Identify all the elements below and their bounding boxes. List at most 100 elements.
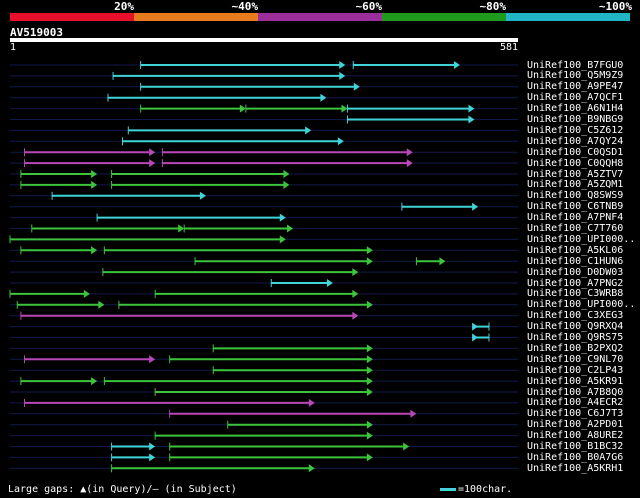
hit-end-arrow xyxy=(149,148,156,157)
hit-end-arrow xyxy=(468,104,475,113)
hit-label[interactable]: UniRef100_A7QY24 xyxy=(527,135,624,147)
hit-label[interactable]: UniRef100_C0QSD1 xyxy=(527,146,624,158)
hit-label[interactable]: UniRef100_B7FGU0 xyxy=(527,59,624,71)
hit-label[interactable]: UniRef100_C0QQH8 xyxy=(527,157,624,169)
query-end: 581 xyxy=(499,42,518,53)
hit-end-arrow xyxy=(279,235,286,244)
query-name: AV519003 xyxy=(10,26,63,39)
hit-label[interactable]: UniRef100_A5ZTV7 xyxy=(527,168,624,180)
legend-color-segment xyxy=(10,13,134,21)
hit-label[interactable]: UniRef100_A2PD01 xyxy=(527,419,624,431)
hit-end-arrow xyxy=(199,191,206,200)
hit-list: UniRef100_B7FGU0 UniRef100_Q5M9Z9 UniRef10… xyxy=(0,60,640,480)
hit-label[interactable]: UniRef100_UPI000.. xyxy=(527,299,636,311)
hit-end-arrow xyxy=(472,322,479,331)
hit-end-arrow xyxy=(352,268,359,277)
hit-label[interactable]: UniRef100_A5ZQM1 xyxy=(527,179,624,191)
hit-end-arrow xyxy=(366,388,373,396)
legend-color-segment xyxy=(506,13,630,21)
hit-label[interactable]: UniRef100_A7PNF4 xyxy=(527,212,624,224)
legend-label: ~40% xyxy=(231,0,259,13)
hit-label[interactable]: UniRef100_A7QCF1 xyxy=(527,92,624,104)
hit-end-arrow xyxy=(406,148,413,157)
hit-label[interactable]: UniRef100_Q9RS75 xyxy=(527,332,624,343)
query-bar xyxy=(10,38,518,42)
hit-end-arrow xyxy=(149,453,156,462)
hit-end-arrow xyxy=(91,377,98,386)
hit-end-arrow xyxy=(439,257,446,266)
hit-end-arrow xyxy=(83,289,90,298)
hit-end-arrow xyxy=(410,409,417,418)
hit-end-arrow xyxy=(339,71,346,80)
scale-key: =100char. xyxy=(440,484,512,495)
hit-end-arrow xyxy=(149,159,156,168)
hit-label[interactable]: UniRef100_C7T760 xyxy=(527,223,624,234)
hit-label[interactable]: UniRef100_C1HUN6 xyxy=(527,255,624,267)
hit-end-arrow xyxy=(468,115,475,124)
legend-label: ~80% xyxy=(479,0,507,13)
hit-label[interactable]: UniRef100_A8URE2 xyxy=(527,430,624,442)
hit-tracks xyxy=(9,61,518,473)
hit-label[interactable]: UniRef100_B2PXQ2 xyxy=(527,342,624,354)
query-start: 1 xyxy=(10,42,17,53)
hit-label[interactable]: UniRef100_A9PE47 xyxy=(527,81,624,93)
hit-end-arrow xyxy=(149,355,156,364)
hit-end-arrow xyxy=(337,137,344,146)
hit-label[interactable]: UniRef100_C6J7T3 xyxy=(527,408,624,420)
hit-label[interactable]: UniRef100_C2LP43 xyxy=(527,364,624,376)
hit-end-arrow xyxy=(283,170,290,178)
hit-end-arrow xyxy=(308,464,315,473)
hit-end-arrow xyxy=(366,431,373,440)
hit-end-arrow xyxy=(91,180,98,189)
hit-end-arrow xyxy=(472,333,479,342)
hit-label[interactable]: UniRef100_A5KRH1 xyxy=(527,462,624,474)
hit-end-arrow xyxy=(91,246,98,255)
hit-end-arrow xyxy=(98,300,105,309)
hit-end-arrow xyxy=(353,82,360,91)
hit-label[interactable]: UniRef100_A5KL06 xyxy=(527,244,624,256)
hit-end-arrow xyxy=(352,289,359,298)
hit-label[interactable]: UniRef100_Q8SWS9 xyxy=(527,190,624,202)
hit-end-arrow xyxy=(366,257,373,266)
hit-label[interactable]: UniRef100_B1BC32 xyxy=(527,441,624,452)
hit-end-arrow xyxy=(239,104,246,113)
hit-end-arrow xyxy=(352,311,359,320)
hit-label[interactable]: UniRef100_B9NBG9 xyxy=(527,114,624,125)
hit-label[interactable]: UniRef100_A7B8Q0 xyxy=(527,386,624,398)
hit-end-arrow xyxy=(178,224,185,233)
hit-label[interactable]: UniRef100_B0A7G6 xyxy=(527,451,624,463)
hit-label[interactable]: UniRef100_Q5M9Z9 xyxy=(527,70,624,82)
hit-label[interactable]: UniRef100_A6N1H4 xyxy=(527,103,624,115)
identity-color-bar xyxy=(10,13,630,21)
hit-label[interactable]: UniRef100_D0DW03 xyxy=(527,266,624,278)
hit-label[interactable]: UniRef100_C3WRB8 xyxy=(527,288,624,300)
hit-end-arrow xyxy=(326,279,333,287)
hit-end-arrow xyxy=(283,180,290,189)
hit-label[interactable]: UniRef100_UPI000.. xyxy=(527,233,636,245)
hit-end-arrow xyxy=(149,442,156,451)
hit-label[interactable]: UniRef100_A4ECR2 xyxy=(527,397,624,409)
hit-label[interactable]: UniRef100_C9NL70 xyxy=(527,353,624,365)
hit-end-arrow xyxy=(305,126,312,135)
hit-label[interactable]: UniRef100_C3XEG3 xyxy=(527,310,624,322)
legend-color-segment xyxy=(258,13,382,21)
hit-label[interactable]: UniRef100_A7PNG2 xyxy=(527,277,624,289)
hit-end-arrow xyxy=(453,61,460,69)
hit-end-arrow xyxy=(472,202,479,211)
hit-label[interactable]: UniRef100_C5Z612 xyxy=(527,124,624,136)
hit-end-arrow xyxy=(91,170,98,178)
hit-end-arrow xyxy=(406,159,413,168)
hit-label[interactable]: UniRef100_Q9RXQ4 xyxy=(527,321,624,333)
hit-end-arrow xyxy=(366,377,373,386)
hit-label[interactable]: UniRef100_C6TNB9 xyxy=(527,201,624,213)
hit-end-arrow xyxy=(366,246,373,255)
legend-label: ~100% xyxy=(598,0,632,13)
hit-label[interactable]: UniRef100_A5KR91 xyxy=(527,375,624,387)
hit-end-arrow xyxy=(366,366,373,375)
footer-note: Large gaps: ▲(in Query)/– (in Subject) xyxy=(8,484,237,495)
legend-labels: 20% ~40% ~60% ~80% ~100% xyxy=(0,0,640,13)
hit-end-arrow xyxy=(279,213,286,222)
legend-label: ~60% xyxy=(355,0,383,13)
scale-bar xyxy=(440,488,456,491)
hit-end-arrow xyxy=(341,104,348,113)
